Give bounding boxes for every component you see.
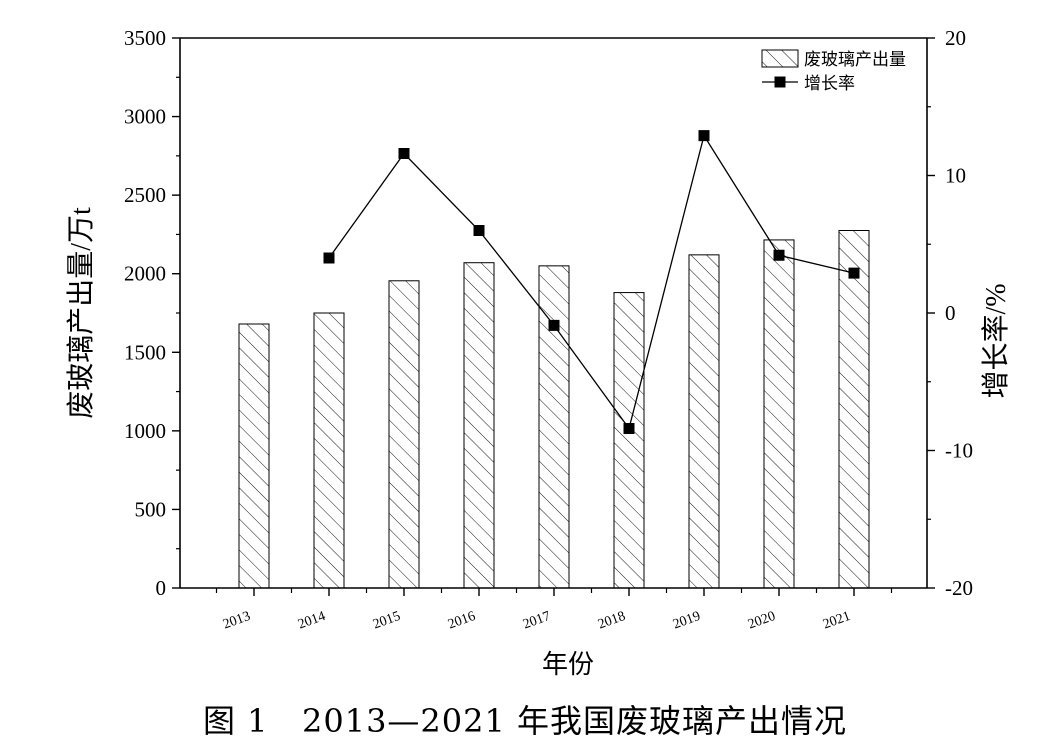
point-2021 [848, 267, 860, 279]
bar-2018 [613, 292, 645, 589]
y-tick-label: 3500 [124, 26, 166, 50]
point-2019 [698, 130, 710, 142]
x-tick-label: 2020 [746, 609, 777, 633]
x-tick-label: 2017 [521, 609, 552, 633]
legend-line-label: 增长率 [804, 74, 855, 93]
bar-2020 [763, 239, 795, 589]
bar-2019 [688, 254, 720, 589]
bar-2017 [538, 265, 570, 589]
bar-series [238, 230, 870, 589]
legend-bar-swatch [761, 49, 799, 68]
point-2018 [623, 423, 635, 434]
y2-tick-label: -10 [945, 439, 973, 463]
x-tick-label: 2021 [821, 609, 852, 633]
bar-2015 [388, 280, 420, 589]
legend-marker-swatch [774, 76, 786, 88]
y2-tick-label: 0 [945, 301, 956, 325]
y-tick-label: 3000 [124, 105, 166, 129]
bar-2021 [838, 230, 870, 589]
combo-bar-line-chart: 0500100015002000250030003500-20-10010202… [65, 26, 1012, 679]
x-axis-title: 年份 [542, 650, 594, 679]
y2-axis-title: 增长率/% [980, 283, 1012, 398]
growth-rate-line [328, 133, 855, 430]
bar-2013 [238, 323, 270, 589]
point-2015 [398, 148, 410, 159]
x-tick-label: 2018 [596, 609, 627, 633]
figure-caption: 图 1 2013—2021 年我国废玻璃产出情况 [202, 702, 848, 740]
bar-2016 [463, 262, 495, 589]
y-tick-label: 0 [156, 576, 167, 600]
x-tick-label: 2014 [296, 609, 327, 633]
y-axis-title: 废玻璃产出量/万t [65, 207, 97, 419]
point-2014 [323, 252, 335, 264]
y-tick-label: 2500 [124, 183, 166, 207]
point-2017 [548, 319, 560, 331]
y-tick-label: 1000 [124, 419, 166, 443]
y-tick-label: 500 [135, 497, 167, 521]
point-2020 [773, 249, 785, 261]
x-tick-label: 2015 [371, 609, 402, 633]
legend-bar-label: 废玻璃产出量 [804, 50, 906, 69]
line-series [323, 130, 860, 434]
chart: 0 500 1000 1500 2000 2500 3000 3500 -20 -10 0 10 20 2… [65, 26, 1012, 679]
point-2016 [473, 225, 485, 236]
x-tick-label: 2016 [446, 609, 477, 633]
bar-2014 [313, 312, 345, 589]
y2-tick-label: 10 [945, 164, 966, 188]
x-tick-label: 2013 [221, 609, 252, 633]
y2-tick-label: 20 [945, 26, 966, 50]
y-tick-label: 1500 [124, 340, 166, 364]
x-tick-label: 2019 [671, 609, 702, 633]
axes: 0500100015002000250030003500-20-10010202… [65, 26, 1012, 679]
y2-tick-label: -20 [945, 576, 973, 600]
y-tick-label: 2000 [124, 262, 166, 286]
